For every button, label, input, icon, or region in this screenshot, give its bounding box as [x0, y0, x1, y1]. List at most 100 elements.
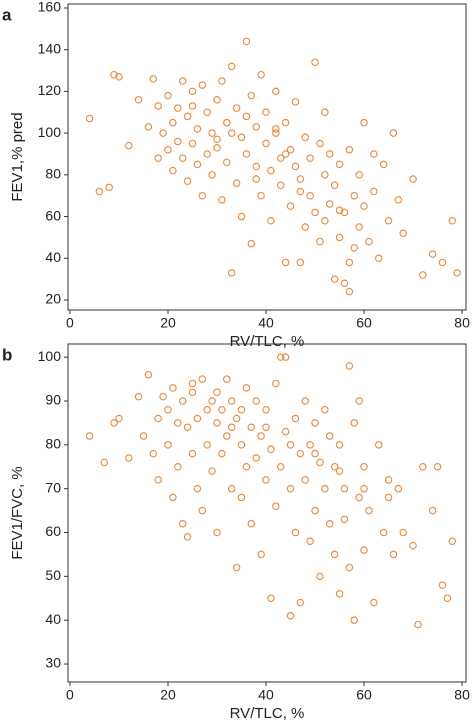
data-point [203, 108, 211, 117]
data-point [335, 467, 344, 475]
data-point [267, 216, 275, 225]
data-point [218, 196, 226, 204]
data-point [193, 125, 202, 133]
data-point [286, 146, 295, 154]
data-point [267, 166, 275, 175]
data-point [223, 432, 231, 440]
data-point [291, 528, 300, 537]
data-point [237, 133, 246, 142]
data-point [169, 493, 177, 502]
y-tick-label: 160 [38, 0, 62, 15]
data-point [453, 269, 461, 277]
data-point [242, 150, 251, 158]
data-point [291, 98, 300, 106]
data-point [428, 250, 437, 258]
data-point [174, 419, 182, 427]
data-point [237, 493, 246, 502]
data-point [394, 196, 403, 204]
y-tick-label: 20 [45, 291, 61, 307]
data-point [296, 175, 305, 183]
data-point [276, 462, 285, 471]
data-point [375, 254, 383, 263]
data-point [174, 462, 182, 471]
data-point [154, 476, 162, 484]
data-point [227, 484, 236, 493]
data-point [164, 91, 172, 100]
x-tick-label: 60 [356, 687, 372, 703]
y-tick-label: 90 [45, 392, 61, 408]
data-point [311, 419, 319, 427]
data-point [306, 191, 314, 200]
data-point [213, 95, 221, 104]
data-point [193, 484, 202, 493]
data-point [262, 406, 270, 414]
data-point [247, 423, 256, 432]
data-point [325, 150, 334, 158]
data-point [188, 87, 197, 96]
data-point [115, 414, 123, 423]
data-point [154, 154, 162, 162]
data-point [325, 432, 334, 440]
data-point [223, 118, 231, 127]
data-point [208, 467, 216, 475]
data-point [174, 104, 182, 112]
data-point [350, 191, 358, 200]
data-point [267, 445, 275, 453]
data-point [237, 212, 246, 221]
data-point [193, 414, 202, 423]
data-point [321, 108, 329, 117]
data-point [345, 362, 354, 370]
data-point [232, 104, 241, 112]
data-point [414, 620, 422, 629]
data-point [330, 275, 339, 283]
data-point [188, 388, 197, 396]
data-point [267, 594, 275, 603]
data-point [223, 158, 231, 167]
data-point [213, 143, 221, 152]
data-point [321, 171, 329, 179]
data-point [276, 181, 285, 190]
data-point [281, 118, 290, 127]
data-point [227, 62, 236, 71]
data-point [257, 550, 265, 559]
plot-frame [67, 3, 467, 311]
data-point [365, 237, 373, 246]
data-point [276, 353, 285, 361]
data-point [281, 353, 290, 361]
data-point [296, 449, 305, 458]
data-point [316, 458, 324, 467]
data-point [125, 454, 133, 462]
data-point [213, 135, 221, 144]
data-point [321, 406, 329, 414]
data-point [360, 484, 368, 493]
data-point [218, 77, 226, 85]
data-point [296, 258, 305, 267]
data-point [232, 179, 241, 187]
data-point [227, 129, 236, 137]
data-point [340, 208, 349, 217]
data-point [115, 73, 123, 81]
data-point [389, 550, 398, 559]
data-point [159, 129, 167, 137]
data-point [208, 171, 216, 179]
data-point [252, 454, 260, 462]
data-point [198, 81, 207, 89]
data-point [227, 269, 236, 277]
data-point [183, 533, 192, 541]
y-tick-label: 140 [38, 40, 62, 56]
data-point [301, 133, 309, 142]
data-point [218, 449, 226, 458]
data-point [448, 216, 457, 225]
data-point [213, 419, 221, 427]
data-point [223, 375, 231, 383]
plot-frame [67, 343, 467, 683]
data-point [100, 458, 109, 467]
data-point [379, 528, 388, 537]
data-point [188, 139, 197, 148]
data-point [345, 287, 354, 296]
data-point [154, 102, 162, 110]
data-point [203, 441, 211, 449]
data-point [330, 462, 339, 471]
data-point [350, 616, 358, 624]
data-point [198, 375, 207, 383]
